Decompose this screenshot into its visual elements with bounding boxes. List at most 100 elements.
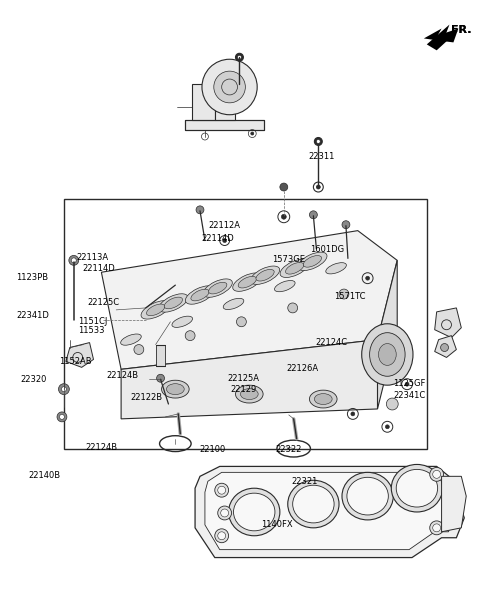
Ellipse shape	[378, 343, 396, 365]
Text: 22113A: 22113A	[76, 253, 108, 262]
Text: 22114D: 22114D	[202, 234, 234, 243]
Polygon shape	[377, 260, 397, 409]
Circle shape	[386, 398, 398, 410]
Ellipse shape	[159, 294, 188, 312]
Ellipse shape	[362, 324, 413, 385]
Circle shape	[432, 470, 441, 479]
Polygon shape	[442, 476, 466, 532]
Ellipse shape	[326, 263, 347, 274]
Text: 1151CJ: 1151CJ	[79, 317, 108, 326]
Ellipse shape	[209, 283, 227, 294]
Ellipse shape	[288, 480, 339, 528]
Ellipse shape	[146, 304, 165, 316]
Ellipse shape	[298, 252, 327, 271]
Circle shape	[430, 521, 444, 535]
Text: 22114D: 22114D	[82, 264, 115, 273]
Text: 22321: 22321	[291, 477, 318, 486]
Circle shape	[215, 529, 228, 543]
Circle shape	[281, 215, 286, 219]
Text: 1125GF: 1125GF	[393, 379, 426, 388]
Polygon shape	[435, 336, 456, 358]
Text: 22322: 22322	[275, 445, 301, 454]
Ellipse shape	[234, 493, 275, 531]
Text: 1571TC: 1571TC	[334, 292, 366, 302]
Ellipse shape	[240, 389, 258, 399]
Ellipse shape	[256, 269, 274, 281]
Circle shape	[60, 414, 64, 420]
Polygon shape	[215, 94, 235, 120]
Text: 22122B: 22122B	[131, 393, 163, 402]
Text: 1123PB: 1123PB	[16, 273, 48, 282]
Text: 22124B: 22124B	[106, 371, 138, 380]
Circle shape	[218, 506, 231, 520]
Circle shape	[342, 221, 350, 229]
Circle shape	[237, 317, 246, 327]
Ellipse shape	[223, 299, 244, 309]
Circle shape	[238, 55, 241, 59]
Circle shape	[280, 183, 288, 191]
Text: 11533: 11533	[79, 326, 105, 335]
Circle shape	[61, 387, 66, 392]
Ellipse shape	[391, 464, 443, 512]
Circle shape	[218, 532, 226, 540]
Text: 22126A: 22126A	[287, 364, 319, 373]
Polygon shape	[101, 231, 397, 370]
Circle shape	[251, 132, 254, 135]
Ellipse shape	[347, 477, 388, 515]
Text: 22341C: 22341C	[393, 391, 425, 400]
Ellipse shape	[293, 485, 334, 523]
Polygon shape	[435, 308, 461, 337]
Circle shape	[441, 343, 448, 352]
Bar	[64, 199, 427, 449]
Text: FR.: FR.	[452, 24, 472, 35]
Ellipse shape	[172, 316, 192, 327]
Polygon shape	[185, 120, 264, 129]
Text: FR.: FR.	[452, 24, 472, 35]
Circle shape	[430, 467, 444, 482]
Circle shape	[134, 344, 144, 355]
Text: 22140B: 22140B	[29, 471, 61, 480]
Ellipse shape	[251, 266, 280, 284]
Text: 22112A: 22112A	[209, 222, 240, 231]
Circle shape	[185, 331, 195, 340]
Ellipse shape	[236, 385, 263, 403]
Circle shape	[288, 303, 298, 313]
Text: 22320: 22320	[21, 375, 47, 384]
Circle shape	[339, 289, 349, 299]
Polygon shape	[121, 340, 377, 419]
Circle shape	[236, 53, 243, 61]
Ellipse shape	[280, 259, 309, 278]
Text: 22124B: 22124B	[85, 443, 118, 452]
Ellipse shape	[167, 384, 184, 395]
Circle shape	[310, 211, 317, 219]
Polygon shape	[424, 29, 458, 42]
Circle shape	[351, 412, 355, 416]
Circle shape	[316, 185, 320, 189]
Circle shape	[221, 509, 228, 517]
Bar	[156, 344, 166, 367]
Circle shape	[59, 384, 69, 395]
Ellipse shape	[286, 262, 304, 274]
Ellipse shape	[303, 256, 322, 267]
Circle shape	[405, 382, 409, 386]
Ellipse shape	[396, 470, 438, 507]
Circle shape	[69, 256, 79, 265]
Text: 1573GE: 1573GE	[272, 255, 305, 264]
Ellipse shape	[310, 390, 337, 408]
Polygon shape	[192, 84, 215, 120]
Text: 22341D: 22341D	[16, 311, 49, 320]
Text: 22100: 22100	[199, 445, 226, 454]
Circle shape	[223, 238, 227, 243]
Ellipse shape	[275, 281, 295, 291]
Circle shape	[215, 483, 228, 497]
Text: 1140FX: 1140FX	[261, 520, 292, 529]
Polygon shape	[66, 343, 94, 367]
Ellipse shape	[164, 297, 182, 309]
Text: 1152AB: 1152AB	[59, 357, 91, 367]
Circle shape	[366, 276, 370, 280]
Ellipse shape	[162, 380, 189, 398]
Circle shape	[316, 139, 320, 144]
Circle shape	[156, 374, 165, 382]
Ellipse shape	[370, 333, 405, 376]
Text: 22125A: 22125A	[228, 374, 260, 383]
